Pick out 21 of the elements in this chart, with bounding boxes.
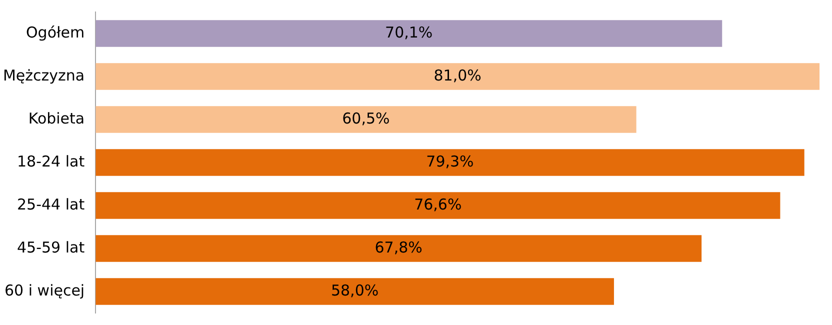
data-label: 76,6% [414, 195, 462, 214]
data-label: 79,3% [426, 152, 474, 170]
y-tick-label: 60 i więcej [4, 281, 85, 300]
bar [96, 235, 702, 262]
bar [96, 20, 722, 47]
y-tick-label: 25-44 lat [17, 195, 85, 214]
y-tick-label: Mężczyzna [2, 66, 85, 84]
y-tick-label: Ogółem [26, 23, 85, 42]
bar [96, 63, 820, 90]
bar [96, 192, 780, 219]
bar [96, 278, 614, 305]
data-label: 70,1% [385, 23, 433, 42]
data-label: 58,0% [330, 281, 379, 300]
y-tick-label: Kobieta [28, 109, 85, 128]
y-tick-label: 45-59 lat [17, 238, 85, 256]
data-label: 60,5% [342, 109, 390, 128]
data-label: 67,8% [374, 238, 422, 256]
y-tick-label: 18-24 lat [17, 152, 85, 170]
bar [96, 106, 636, 133]
bar [96, 149, 804, 176]
data-label: 81,0% [434, 66, 482, 84]
